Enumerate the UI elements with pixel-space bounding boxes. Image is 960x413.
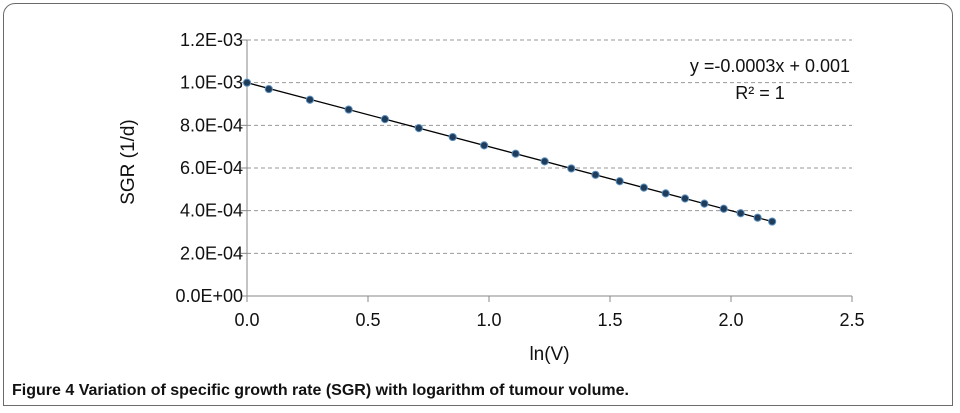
x-tick-label-4: 2.0: [718, 310, 743, 330]
x-tick-label-1: 0.5: [355, 310, 380, 330]
x-tick-label-3: 1.5: [597, 310, 622, 330]
r-squared-label: R² = 1: [735, 83, 785, 103]
y-tick-label-2: 4.0E-04: [180, 201, 243, 221]
data-point-13: [639, 183, 648, 192]
data-point-3: [344, 105, 353, 114]
figure-frame: [3, 3, 953, 406]
data-point-2: [305, 95, 315, 104]
data-point-9: [540, 157, 549, 166]
data-point-0: [242, 78, 252, 87]
data-point-14: [661, 189, 670, 198]
data-point-12: [615, 177, 624, 186]
data-point-19: [753, 213, 762, 222]
chart: 0.0E+00 2.0E-04 4.0E-04 6.0E-04 8.0E-04 1.0E-…: [118, 30, 865, 365]
y-tick-label-3: 6.0E-04: [180, 158, 243, 178]
axes: [241, 39, 853, 302]
caption-text: Variation of specific growth rate (SGR) …: [78, 382, 629, 399]
data-point-16: [700, 199, 709, 208]
data-point-7: [480, 141, 489, 150]
data-point-11: [591, 170, 600, 179]
y-tick-label-6: 1.2E-03: [180, 30, 243, 50]
figure-caption: Figure 4 Variation of specific growth ra…: [12, 382, 629, 400]
trendline-equation: y =-0.0003x + 0.001: [690, 56, 850, 76]
figure-number: Figure 4: [12, 382, 75, 399]
data-point-6: [448, 132, 457, 142]
data-point-20: [768, 217, 777, 226]
data-point-15: [680, 194, 690, 203]
data-points: [242, 78, 777, 226]
tick-labels: 0.0E+00 2.0E-04 4.0E-04 6.0E-04 8.0E-04 1.0E-…: [175, 30, 864, 330]
x-tick-label-5: 2.5: [839, 310, 864, 330]
data-point-8: [511, 149, 520, 158]
y-tick-label-1: 2.0E-04: [180, 243, 243, 263]
trendline-line: [246, 82, 773, 223]
x-tick-label-2: 1.0: [476, 310, 501, 330]
data-point-1: [264, 84, 273, 94]
x-tick-label-0: 0.0: [234, 310, 259, 330]
y-tick-label-4: 8.0E-04: [180, 115, 243, 135]
y-tick-label-0: 0.0E+00: [175, 286, 243, 306]
y-axis-label: SGR (1/d): [118, 119, 139, 205]
grid-lines: [247, 39, 852, 254]
trendline: [246, 82, 773, 223]
data-point-10: [567, 164, 576, 173]
x-axis-label: ln(V): [529, 344, 569, 365]
data-point-18: [736, 209, 745, 218]
data-point-5: [414, 124, 423, 133]
data-point-4: [380, 115, 390, 124]
data-point-17: [719, 204, 728, 213]
y-tick-label-5: 1.0E-03: [180, 73, 243, 93]
